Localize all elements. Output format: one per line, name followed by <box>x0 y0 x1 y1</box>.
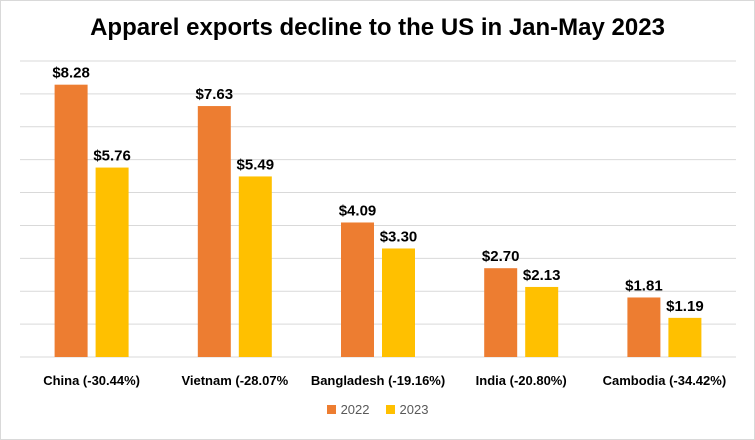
data-label-2023-3: $3.30 <box>380 228 418 245</box>
x-tick-label: Bangladesh (-19.16%) <box>311 373 445 388</box>
bar-2022-1 <box>54 84 88 358</box>
data-label-2022-4: $2.70 <box>482 248 520 265</box>
bar-2023-2 <box>238 176 272 357</box>
legend-swatch-2022 <box>326 405 336 414</box>
data-label-2023-4: $2.13 <box>523 267 561 284</box>
data-label-2022-3: $4.09 <box>339 202 377 219</box>
bar-2023-4 <box>525 286 559 357</box>
x-tick-label: China (-30.44%) <box>43 373 140 388</box>
x-tick-label: Vietnam (-28.07% <box>181 373 288 388</box>
legend-item-2022: 2022 <box>326 402 370 417</box>
bar-2022-2 <box>197 106 231 358</box>
data-label-2022-2: $7.63 <box>196 86 234 103</box>
legend-label-2023: 2023 <box>399 402 429 417</box>
bar-2022-3 <box>341 222 374 357</box>
x-tick-label: Cambodia (-34.42%) <box>603 373 727 388</box>
data-label-2023-2: $5.49 <box>237 156 275 173</box>
bar-2022-5 <box>627 297 661 357</box>
data-label-2022-5: $1.81 <box>625 277 663 294</box>
data-label-2023-5: $1.19 <box>666 298 704 315</box>
bar-2022-4 <box>484 268 518 357</box>
bar-2023-5 <box>668 317 702 357</box>
legend: 2022 2023 <box>0 402 755 417</box>
chart-title: Apparel exports decline to the US in Jan… <box>90 14 665 41</box>
bar-2023-3 <box>382 248 415 357</box>
bar-2023-1 <box>95 167 129 357</box>
legend-label-2022: 2022 <box>340 402 370 417</box>
data-label-2022-1: $8.28 <box>52 65 90 82</box>
legend-item-2023: 2023 <box>385 402 429 417</box>
legend-swatch-2023 <box>385 405 395 414</box>
x-tick-label: India (-20.80%) <box>476 373 567 388</box>
data-label-2023-1: $5.76 <box>93 148 131 165</box>
